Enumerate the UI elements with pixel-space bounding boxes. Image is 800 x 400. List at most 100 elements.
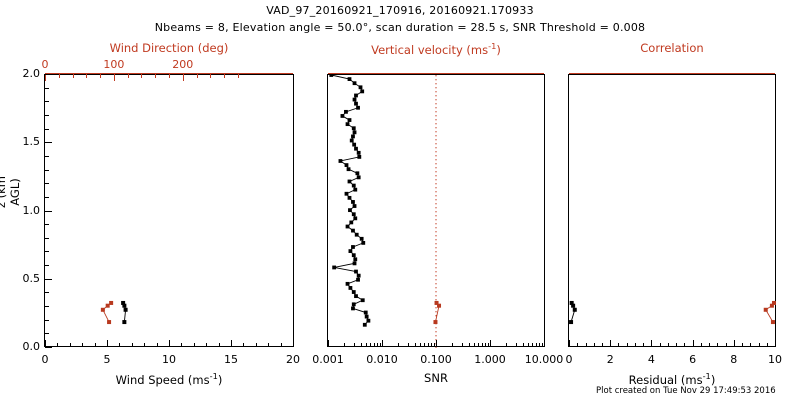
axis-tick-minor xyxy=(577,343,579,347)
data-point xyxy=(364,314,369,319)
axis-tick-major xyxy=(382,340,383,347)
data-point xyxy=(107,320,112,325)
data-point xyxy=(357,155,362,159)
axis-tick-minor xyxy=(398,343,400,347)
axis-tick-minor xyxy=(535,343,537,347)
data-point xyxy=(352,97,357,102)
axis-tick-top-minor xyxy=(45,74,46,78)
axis-tick-minor xyxy=(709,343,711,347)
axis-tick-minor xyxy=(461,343,463,347)
data-point xyxy=(351,306,355,311)
x-axis-title: SNR xyxy=(424,371,448,385)
axis-tick-minor xyxy=(775,343,776,347)
data-point xyxy=(354,93,358,98)
y-axis-tick-minor xyxy=(45,101,49,103)
x-tick-label: 6 xyxy=(689,353,697,366)
data-point xyxy=(354,146,358,151)
data-point xyxy=(351,290,356,294)
axis-tick-minor xyxy=(370,343,371,347)
axis-tick-minor xyxy=(293,343,294,347)
x-tick-label: 0.100 xyxy=(420,353,452,366)
data-point xyxy=(338,159,343,163)
series-wind-direction xyxy=(100,300,114,325)
axis-tick-minor xyxy=(643,343,645,347)
axis-tick-minor xyxy=(733,343,735,347)
data-point xyxy=(100,307,105,312)
x-axis-title: Residual (ms-1) xyxy=(628,371,716,387)
axis-tick-minor xyxy=(268,343,270,347)
data-point xyxy=(352,142,357,147)
axis-tick-minor xyxy=(218,343,220,347)
axis-tick-top-minor xyxy=(237,74,239,78)
axis-tick-major xyxy=(544,340,545,347)
y-axis-tick-minor xyxy=(45,74,49,75)
residual-plot-area xyxy=(569,300,776,325)
data-point xyxy=(361,240,366,245)
data-point xyxy=(348,249,353,253)
data-point xyxy=(434,300,439,305)
y-axis-tick-minor xyxy=(45,183,49,185)
x-tick-label: 0 xyxy=(41,353,49,366)
axis-tick-minor xyxy=(119,343,121,347)
axis-tick-minor xyxy=(684,343,686,347)
data-point xyxy=(360,298,365,303)
x-tick-label: 5 xyxy=(103,353,111,366)
x-tick-label: 0.001 xyxy=(312,353,344,366)
axis-tick-minor xyxy=(676,343,678,347)
axis-tick-minor xyxy=(430,343,432,347)
x-axis-top-title: Correlation xyxy=(640,41,704,55)
axis-tick-minor xyxy=(742,343,743,347)
data-point xyxy=(351,183,356,188)
data-point xyxy=(354,294,358,299)
axis-tick-minor xyxy=(243,343,245,347)
axis-tick-minor xyxy=(353,343,355,347)
data-point xyxy=(351,302,356,307)
axis-tick-minor xyxy=(532,343,533,347)
axis-tick-minor xyxy=(725,343,727,347)
axis-tick-major xyxy=(490,340,491,347)
data-point xyxy=(344,191,349,196)
axis-tick-minor xyxy=(169,343,170,347)
y-axis-tick-minor xyxy=(45,196,49,198)
data-point xyxy=(351,200,355,204)
top-axis-line xyxy=(45,73,293,74)
data-point xyxy=(352,204,357,208)
data-point xyxy=(345,281,350,286)
top-axis-line xyxy=(328,73,544,74)
y-tick-label: 0.5 xyxy=(22,271,41,285)
data-point xyxy=(363,310,368,315)
data-point xyxy=(352,81,357,86)
axis-tick-minor xyxy=(610,343,612,347)
y-axis-tick-minor xyxy=(45,224,49,226)
axis-tick-minor xyxy=(82,343,84,347)
data-point xyxy=(366,318,371,323)
axis-tick-minor xyxy=(344,343,346,347)
y-tick-label: 1.5 xyxy=(22,135,41,149)
axis-tick-top-minor xyxy=(210,74,212,78)
axis-tick-minor xyxy=(376,343,378,347)
y-tick-label: 2.0 xyxy=(22,67,41,80)
data-point xyxy=(351,245,355,249)
data-point xyxy=(356,150,361,155)
axis-tick-minor xyxy=(231,343,232,347)
data-point xyxy=(344,163,349,167)
plot-footer: Plot created on Tue Nov 29 17:49:53 2016 xyxy=(596,386,776,396)
data-point xyxy=(771,300,776,305)
data-point xyxy=(347,195,352,200)
data-point xyxy=(571,303,576,308)
x-tick-label: 8 xyxy=(730,353,738,366)
y-axis-tick-minor xyxy=(45,292,49,294)
data-point xyxy=(123,307,128,312)
axis-tick-minor xyxy=(569,343,570,347)
axis-tick-top-minor xyxy=(86,74,88,78)
axis-tick-minor xyxy=(634,343,636,347)
figure-title: VAD_97_20160921_170916, 20160921.170933 xyxy=(266,4,534,17)
axis-tick-major xyxy=(328,340,329,347)
data-point xyxy=(346,167,351,172)
series-wind-speed xyxy=(121,300,128,325)
axis-tick-minor xyxy=(585,343,587,347)
axis-tick-top-minor xyxy=(224,74,226,78)
data-point xyxy=(347,118,352,122)
axis-tick-minor xyxy=(626,343,628,347)
data-point xyxy=(356,105,360,110)
